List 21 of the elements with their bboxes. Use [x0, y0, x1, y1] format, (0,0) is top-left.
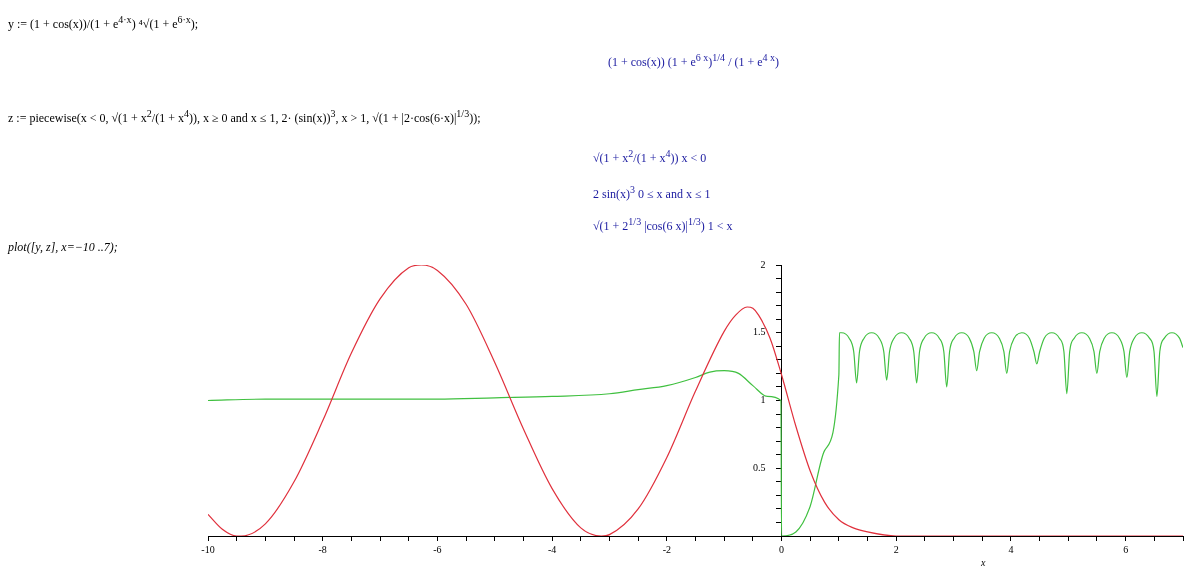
x-tick-label: 2: [893, 543, 899, 555]
y-tick-label: 1: [760, 394, 766, 406]
text: y := (1 + cos(x))/(1 + e$^{4·x}$) ⁴√(1 + e$^{6·x}$);: [8, 14, 199, 32]
x-tick-label: -6: [433, 543, 442, 555]
x-tick-label: -4: [547, 543, 557, 555]
x-axis-title: x: [979, 557, 986, 568]
x-tick-label: 0: [779, 543, 785, 555]
x-tick-label: -8: [318, 543, 327, 555]
text: √(1 + 2$^{1/3}$ |cos(6 x)|$^{1/3}$) 1 < x: [593, 216, 733, 234]
text: 2 sin(x)$^{3}$ 0 ≤ x and x ≤ 1: [593, 184, 711, 202]
x-tick-label: -10: [201, 543, 215, 555]
y-tick-label: 2: [760, 258, 766, 270]
x-tick-label: -2: [662, 543, 671, 555]
y-tick-label: 0.5: [753, 461, 766, 473]
text: (1 + cos(x)) (1 + e$^{6 x}$)$^{1/4}$ / (1 + e$^{4 x}$): [608, 52, 780, 70]
x-tick-label: 4: [1008, 543, 1014, 555]
y-tick-label: 1.5: [753, 326, 766, 338]
text: plot([y, z], x=−10 ..7);: [8, 240, 118, 255]
x-tick-label: 6: [1123, 543, 1129, 555]
text: z := piecewise(x < 0, √(1 + x$^{2}$/(1 + x$^{4}$)), x ≥ 0 and x ≤ 1, 2· (sin(x))$^{3}$, x > 1, √(1 + |2·cos(6·x)|$^{1/3}$));: [8, 108, 481, 125]
text: √(1 + x$^{2}$/(1 + x$^{4}$)) x < 0: [593, 148, 707, 166]
